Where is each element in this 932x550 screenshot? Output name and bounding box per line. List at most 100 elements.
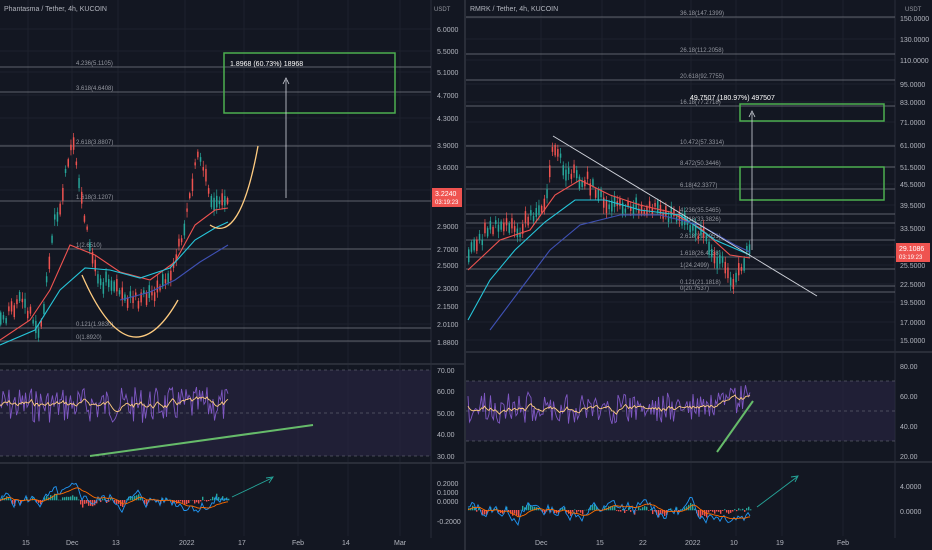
fib-level-label: 1(24.2499) bbox=[680, 263, 709, 269]
candle bbox=[505, 218, 508, 226]
right-descending-trendline[interactable] bbox=[552, 135, 818, 297]
candle bbox=[559, 153, 562, 158]
fib-level-label: 1.618(26.4038) bbox=[680, 251, 721, 257]
candle bbox=[97, 274, 99, 284]
rsi-tick-label: 80.00 bbox=[900, 364, 918, 371]
candle bbox=[210, 195, 213, 208]
candle bbox=[199, 157, 202, 162]
right-rsi-axis[interactable]: 80.00 60.00 40.00 20.00 bbox=[900, 364, 918, 461]
right-macd-arrow[interactable] bbox=[756, 476, 798, 508]
macd-histogram-bar bbox=[534, 506, 536, 511]
left-rsi-trendline[interactable] bbox=[89, 424, 314, 457]
candle bbox=[746, 245, 748, 253]
candle bbox=[729, 277, 732, 286]
candle bbox=[83, 215, 86, 222]
left-rsi-axis[interactable]: 70.00 60.00 50.00 40.00 30.00 bbox=[437, 368, 455, 461]
left-macd-arrow[interactable] bbox=[231, 477, 273, 498]
macd-histogram-bar bbox=[136, 495, 138, 501]
candle bbox=[172, 262, 175, 268]
left-cup-arc[interactable] bbox=[81, 274, 179, 338]
macd-histogram-bar bbox=[526, 505, 528, 511]
macd-histogram-bar bbox=[726, 510, 728, 513]
macd-histogram-bar bbox=[478, 508, 480, 511]
candle bbox=[581, 180, 583, 187]
left-fib-levels[interactable]: 4.236(5.1105) 3.618(4.6408) 2.618(3.8807) 1… bbox=[0, 61, 431, 342]
macd-tick-label: 0.0000 bbox=[437, 499, 459, 506]
left-symbol-title[interactable]: Phantasma / Tether, 4h, KUCOIN bbox=[4, 6, 107, 13]
candle bbox=[692, 225, 694, 231]
macd-histogram-bar bbox=[510, 510, 512, 514]
right-macd-axis[interactable]: 4.0000 0.0000 bbox=[900, 484, 922, 516]
macd-histogram-bar bbox=[172, 500, 174, 504]
rsi-tick-label: 70.00 bbox=[437, 368, 455, 375]
candle bbox=[54, 214, 56, 220]
macd-histogram-bar bbox=[734, 509, 736, 511]
macd-histogram-bar bbox=[74, 496, 76, 501]
right-symbol-title[interactable]: RMRK / Tether, 4h, KUCOIN bbox=[470, 6, 558, 13]
candle bbox=[170, 270, 172, 281]
candle bbox=[565, 169, 567, 181]
macd-histogram-bar bbox=[622, 508, 624, 511]
right-macd bbox=[467, 496, 752, 526]
candle bbox=[594, 189, 597, 198]
time-tick-label: Dec bbox=[66, 540, 79, 547]
candle bbox=[497, 224, 500, 232]
right-target-box-lower[interactable] bbox=[739, 166, 885, 201]
macd-histogram-bar bbox=[130, 495, 132, 501]
macd-histogram-bar bbox=[656, 510, 658, 515]
candle bbox=[711, 248, 713, 258]
candle bbox=[70, 144, 72, 151]
macd-histogram-bar bbox=[486, 510, 488, 515]
right-panel[interactable]: RMRK / Tether, 4h, KUCOIN USDT 36.18(147… bbox=[464, 0, 932, 550]
candle bbox=[484, 222, 486, 234]
candle bbox=[648, 201, 651, 209]
candle bbox=[175, 254, 177, 261]
macd-histogram-bar bbox=[128, 496, 130, 501]
left-time-axis[interactable]: 15 Dec 13 2022 17 Feb 14 Mar bbox=[22, 540, 407, 547]
price-tick-label: 17.0000 bbox=[900, 320, 925, 327]
candle bbox=[603, 197, 605, 208]
left-target-box[interactable] bbox=[223, 52, 396, 114]
macd-histogram-bar bbox=[208, 500, 210, 502]
macd-histogram-bar bbox=[88, 500, 90, 506]
right-target-label: 49.7507 (180.97%) 497507 bbox=[690, 95, 775, 102]
macd-tick-label: 4.0000 bbox=[900, 484, 922, 491]
candle bbox=[495, 220, 497, 224]
macd-histogram-bar bbox=[218, 497, 220, 501]
right-target-box-upper[interactable] bbox=[739, 103, 885, 122]
macd-histogram-bar bbox=[182, 500, 184, 503]
macd-histogram-bar bbox=[694, 508, 696, 511]
macd-histogram-bar bbox=[628, 507, 630, 511]
right-last-price: 29.1086 bbox=[899, 246, 924, 253]
right-arrow-head-icon bbox=[748, 110, 756, 118]
macd-histogram-bar bbox=[618, 510, 620, 512]
macd-histogram-bar bbox=[588, 508, 590, 511]
macd-histogram-bar bbox=[188, 500, 190, 504]
macd-histogram-bar bbox=[572, 510, 574, 512]
ma-slow-line bbox=[489, 214, 751, 331]
time-tick-label: 10 bbox=[730, 540, 738, 547]
fib-level-label: 6.18(42.3377) bbox=[680, 183, 717, 189]
price-tick-label: 19.5000 bbox=[900, 300, 925, 307]
left-price-axis[interactable]: 6.0000 5.5000 5.1000 4.7000 4.3000 3.9000 3.60… bbox=[437, 27, 459, 347]
candle bbox=[605, 200, 608, 214]
candle bbox=[159, 285, 161, 291]
candle bbox=[56, 212, 59, 222]
right-fib-levels[interactable]: 36.18(147.1399) 26.18(112.2058) 20.618(92.… bbox=[466, 11, 895, 293]
left-macd-axis[interactable]: 0.2000 0.1000 0.0000 -0.2000 bbox=[437, 481, 461, 526]
candle bbox=[197, 151, 199, 158]
candle bbox=[673, 209, 675, 217]
candle bbox=[532, 216, 535, 222]
rsi-tick-label: 40.00 bbox=[437, 432, 455, 439]
macd-tick-label: 0.1000 bbox=[437, 490, 459, 497]
left-panel[interactable]: Phantasma / Tether, 4h, KUCOIN USDT 4.23… bbox=[0, 0, 464, 547]
left-handle-arc[interactable] bbox=[209, 145, 259, 230]
left-candles bbox=[0, 132, 229, 346]
price-tick-label: 3.6000 bbox=[437, 165, 459, 172]
candle bbox=[2, 315, 5, 320]
right-rsi-trendline[interactable] bbox=[716, 400, 754, 453]
time-tick-label: Feb bbox=[837, 540, 849, 547]
macd-histogram-bar bbox=[58, 499, 60, 501]
macd-histogram-bar bbox=[482, 510, 484, 515]
right-time-axis[interactable]: Dec 15 22 2022 10 19 Feb bbox=[535, 540, 849, 547]
